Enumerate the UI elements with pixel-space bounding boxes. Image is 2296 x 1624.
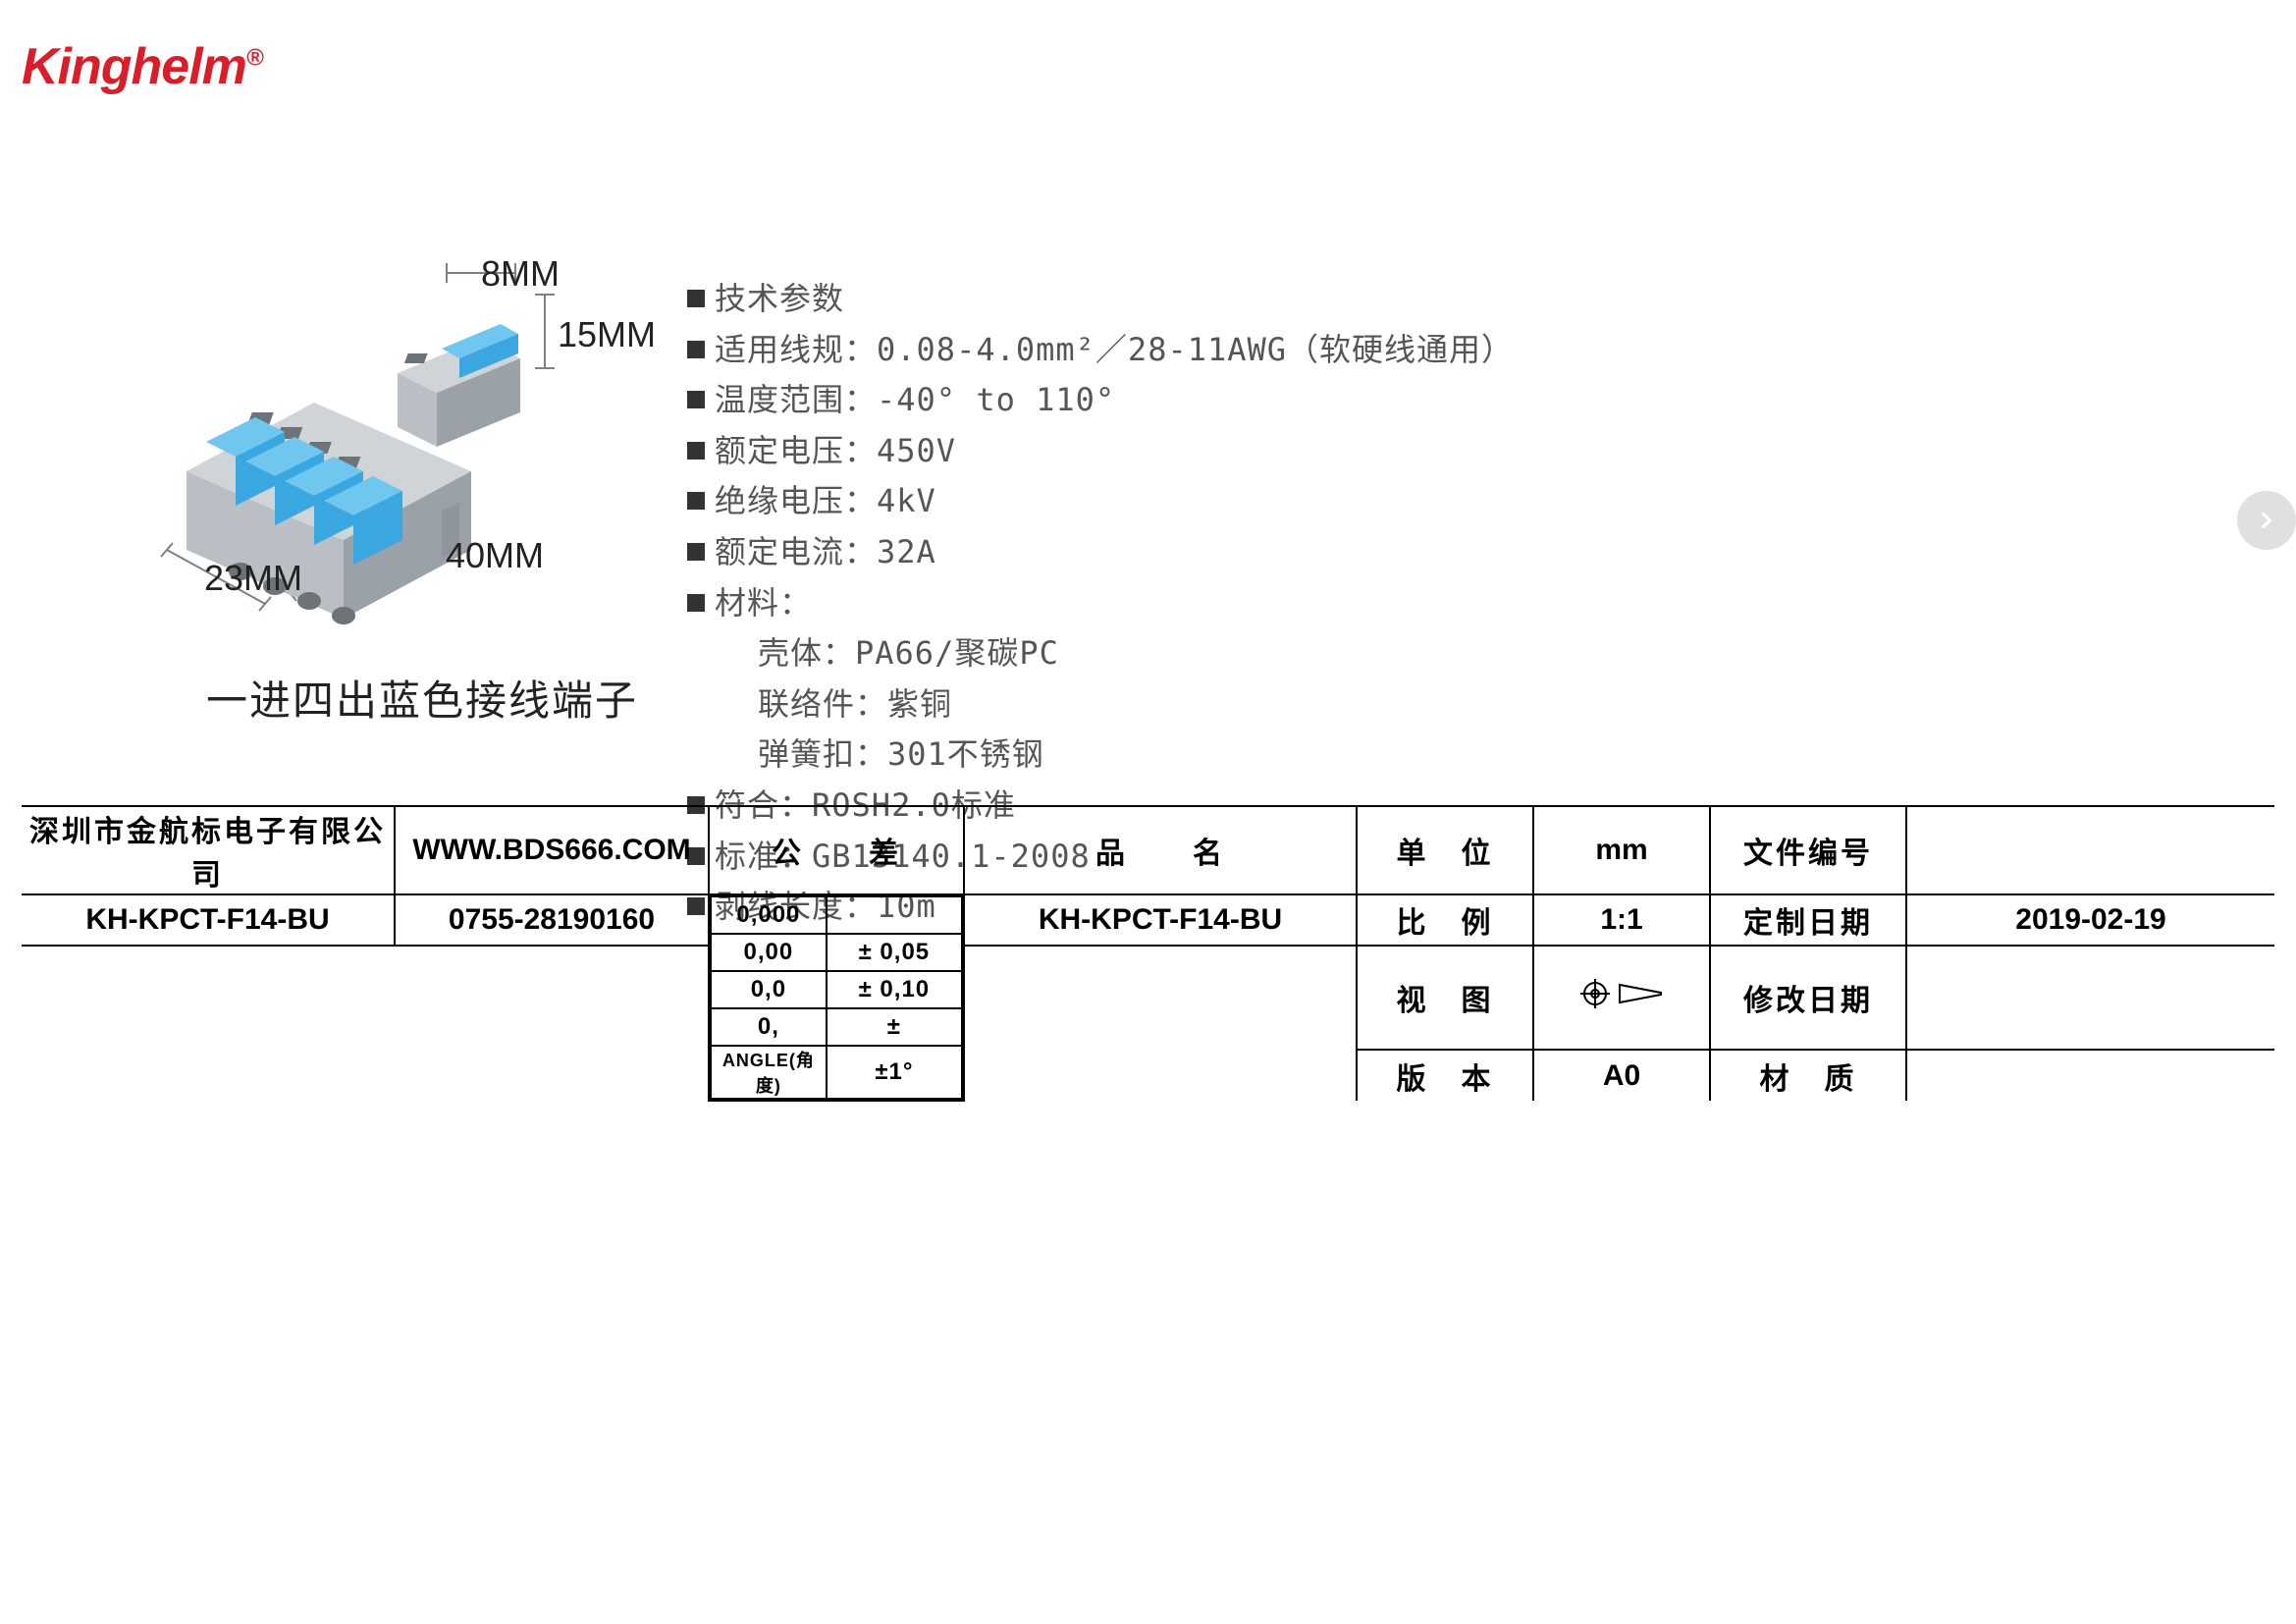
tb-view-value	[1533, 946, 1710, 1050]
tb-date-value: 2019-02-19	[1906, 894, 2274, 946]
tb-unit-header: 单 位	[1357, 806, 1533, 894]
tb-tolerance-cell: 0,000 0,00± 0,05 0,0± 0,10 0,± ANGLE(角度)…	[709, 894, 964, 1101]
tb-material-header: 材 质	[1710, 1050, 1906, 1101]
tol-r3c2: ± 0,10	[827, 971, 962, 1008]
spec-item: 联络件：紫铜	[687, 680, 2258, 730]
tol-r1c1: 0,000	[711, 896, 827, 934]
dimension-23mm: 23MM	[204, 558, 302, 599]
brand-logo-reg: ®	[246, 45, 263, 72]
tb-name-empty	[964, 946, 1357, 1101]
tb-version-header: 版 本	[1357, 1050, 1533, 1101]
tb-material-value	[1906, 1050, 2274, 1101]
title-block: 深圳市金航标电子有限公司 WWW.BDS666.COM 公 差 品 名 单 位 …	[22, 805, 2274, 1102]
spec-item: 适用线规：0.08-4.0mm²／28-11AWG（软硬线通用）	[687, 326, 2258, 375]
tb-view-header: 视 图	[1357, 946, 1533, 1050]
tb-website: WWW.BDS666.COM	[395, 806, 709, 894]
spec-item: 技术参数	[687, 275, 2258, 324]
tol-r5c2: ±1°	[827, 1046, 962, 1099]
tb-docno-value	[1906, 806, 2274, 894]
dimension-8mm: 8MM	[481, 253, 560, 295]
tb-revdate-value	[1906, 946, 2274, 1050]
tol-r5c1: ANGLE(角度)	[711, 1046, 827, 1099]
tb-scale-value: 1:1	[1533, 894, 1710, 946]
tb-tolerance-header: 公 差	[709, 806, 964, 894]
product-caption: 一进四出蓝色接线端子	[206, 668, 638, 728]
brand-logo-text: Kinghelm	[22, 38, 246, 95]
tb-empty-bl	[22, 946, 395, 1101]
tol-r2c1: 0,00	[711, 934, 827, 971]
tb-name-header: 品 名	[964, 806, 1357, 894]
dimension-15mm: 15MM	[558, 314, 656, 355]
spec-item: 绝缘电压：4kV	[687, 477, 2258, 526]
spec-item: 弹簧扣：301不锈钢	[687, 731, 2258, 780]
next-arrow-button[interactable]	[2237, 491, 2296, 550]
tol-r4c1: 0,	[711, 1008, 827, 1046]
tb-version-value: A0	[1533, 1050, 1710, 1101]
tb-docno-header: 文件编号	[1710, 806, 1906, 894]
tb-partno: KH-KPCT-F14-BU	[22, 894, 395, 946]
tb-date-header: 定制日期	[1710, 894, 1906, 946]
tb-revdate-header: 修改日期	[1710, 946, 1906, 1050]
spec-item: 壳体：PA66/聚碳PC	[687, 629, 2258, 678]
spec-item: 材料：	[687, 579, 2258, 628]
tb-empty-bl2	[395, 946, 709, 1101]
tb-unit-value: mm	[1533, 806, 1710, 894]
spec-item: 额定电流：32A	[687, 528, 2258, 577]
tb-company: 深圳市金航标电子有限公司	[22, 806, 395, 894]
spec-item: 额定电压：450V	[687, 427, 2258, 476]
projection-symbol-icon	[1580, 979, 1663, 1008]
tb-name-value: KH-KPCT-F14-BU	[964, 894, 1357, 946]
brand-logo: Kinghelm®	[22, 37, 263, 96]
tb-scale-header: 比 例	[1357, 894, 1533, 946]
tol-r4c2: ±	[827, 1008, 962, 1046]
chevron-right-icon	[2254, 508, 2279, 533]
dimension-40mm: 40MM	[446, 535, 544, 576]
tol-r1c2	[827, 896, 962, 934]
spec-item: 温度范围：-40° to 110°	[687, 376, 2258, 425]
tol-r2c2: ± 0,05	[827, 934, 962, 971]
tol-r3c1: 0,0	[711, 971, 827, 1008]
tb-phone: 0755-28190160	[395, 894, 709, 946]
